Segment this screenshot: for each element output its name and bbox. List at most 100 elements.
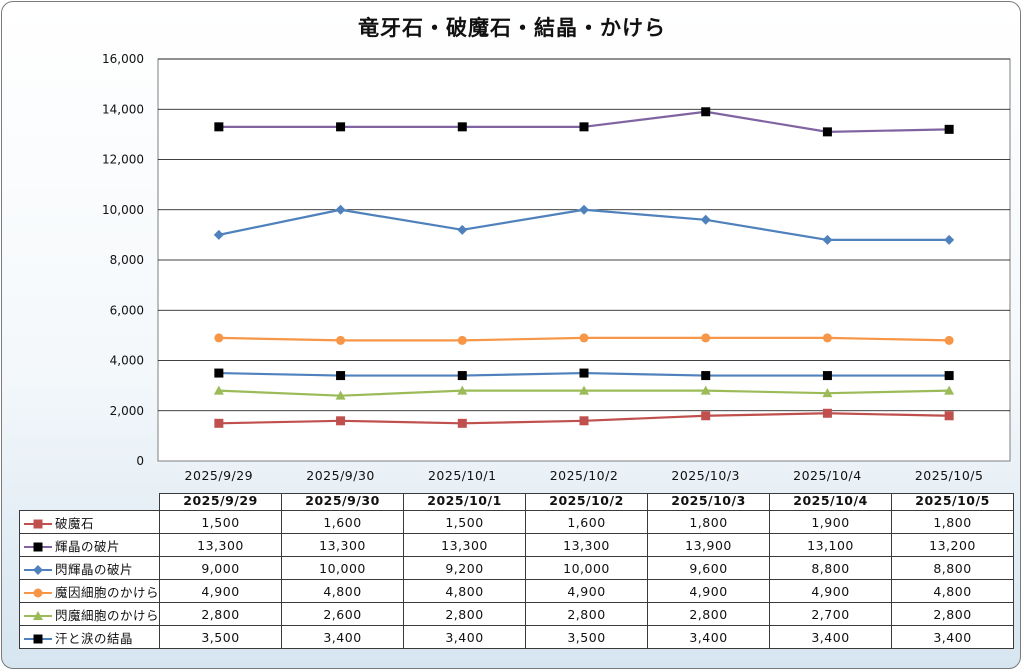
legend-key-marker bbox=[33, 565, 43, 575]
series-2-point bbox=[944, 124, 954, 134]
y-tick-label: 16,000 bbox=[102, 52, 144, 66]
legend-key-icon bbox=[24, 611, 52, 621]
series-4-point bbox=[336, 335, 346, 345]
series-3-point bbox=[944, 234, 955, 245]
y-tick-label: 0 bbox=[136, 454, 144, 468]
legend-entry: 輝晶の破片 bbox=[18, 533, 161, 557]
table-cell: 4,900 bbox=[525, 579, 649, 603]
series-4-point bbox=[944, 335, 954, 345]
table-corner bbox=[20, 494, 160, 511]
series-5-point bbox=[944, 385, 955, 395]
series-4-point bbox=[457, 335, 467, 345]
x-tick-label: 2025/9/30 bbox=[306, 468, 375, 483]
legend-key-icon bbox=[24, 565, 52, 575]
series-6-point bbox=[822, 371, 832, 381]
legend-entry: 汗と涙の結晶 bbox=[18, 625, 161, 649]
series-5-point bbox=[822, 388, 833, 398]
series-1-point bbox=[214, 418, 224, 428]
table-cell: 2,800 bbox=[403, 602, 527, 626]
table-cell: 13,900 bbox=[647, 533, 771, 557]
legend-entry: 閃魔細胞のかけら bbox=[18, 602, 161, 626]
table-cell: 4,800 bbox=[403, 579, 527, 603]
series-4-point bbox=[579, 333, 589, 343]
series-5-point bbox=[213, 385, 224, 395]
table-cell: 3,400 bbox=[403, 625, 527, 649]
table-cell: 2,800 bbox=[647, 602, 771, 626]
series-1-point bbox=[457, 418, 467, 428]
x-tick-label: 2025/10/1 bbox=[428, 468, 497, 483]
x-tick-label: 2025/10/3 bbox=[671, 468, 740, 483]
legend-entry: 閃輝晶の破片 bbox=[18, 556, 161, 580]
legend-key-marker bbox=[33, 519, 43, 529]
table-row: 魔因細胞のかけら 4,900 4,800 4,800 4,900 4,900 4,900 4,… bbox=[18, 579, 1015, 603]
table-cell: 10,000 bbox=[281, 556, 405, 580]
series-4-point bbox=[214, 333, 224, 343]
y-tick-label: 4,000 bbox=[110, 354, 144, 368]
table-header-row: 2025/9/29 2025/9/30 2025/10/1 2025/10/2 2025… bbox=[20, 493, 1015, 511]
legend-label: 魔因細胞のかけら bbox=[55, 584, 160, 600]
table-cell: 1,500 bbox=[403, 510, 527, 534]
series-6-point bbox=[336, 371, 346, 381]
table-row: 閃輝晶の破片 9,000 10,000 9,200 10,000 9,600 8,800 8,… bbox=[18, 556, 1015, 580]
series-6-point bbox=[701, 371, 711, 381]
series-5-point bbox=[457, 385, 468, 395]
x-tick-label: 2025/10/4 bbox=[793, 468, 862, 483]
table-cell: 2,700 bbox=[769, 602, 893, 626]
series-4-point bbox=[822, 333, 832, 343]
table-cell: 13,300 bbox=[525, 533, 649, 557]
table-cell: 4,900 bbox=[647, 579, 771, 603]
table-cell: 3,400 bbox=[281, 625, 405, 649]
legend-entry: 破魔石 bbox=[18, 510, 161, 534]
legend-key-marker bbox=[33, 588, 43, 598]
y-tick-label: 2,000 bbox=[110, 404, 144, 418]
table-cell: 8,800 bbox=[891, 556, 1015, 580]
table-cell: 1,600 bbox=[281, 510, 405, 534]
table-cell: 13,300 bbox=[281, 533, 405, 557]
legend-key-marker bbox=[33, 542, 43, 552]
legend-key-marker bbox=[33, 611, 43, 620]
table-cell: 9,200 bbox=[403, 556, 527, 580]
y-tick-label: 14,000 bbox=[102, 102, 144, 116]
table-cell: 1,900 bbox=[769, 510, 893, 534]
table-cell: 3,400 bbox=[769, 625, 893, 649]
series-4-point bbox=[701, 333, 711, 343]
table-row: 破魔石 1,500 1,600 1,500 1,600 1,800 1,900 1,800 bbox=[18, 510, 1015, 534]
table-cell: 1,500 bbox=[159, 510, 283, 534]
legend-label: 閃魔細胞のかけら bbox=[55, 607, 160, 623]
table-cell: 4,800 bbox=[891, 579, 1015, 603]
series-6-point bbox=[579, 368, 589, 378]
table-cell: 9,600 bbox=[647, 556, 771, 580]
table-row: 汗と涙の結晶 3,500 3,400 3,400 3,500 3,400 3,400 3,40… bbox=[18, 625, 1015, 649]
series-3-point bbox=[822, 234, 833, 245]
series-3-point bbox=[700, 214, 711, 225]
series-3-point bbox=[335, 204, 346, 215]
series-3-point bbox=[579, 204, 589, 215]
series-1-point bbox=[944, 411, 954, 421]
table-cell: 3,500 bbox=[525, 625, 649, 649]
series-1-point bbox=[701, 411, 711, 421]
data-table: 2025/9/29 2025/9/30 2025/10/1 2025/10/2 2025… bbox=[18, 493, 1015, 649]
series-2-point bbox=[701, 107, 711, 117]
legend-key-icon bbox=[24, 519, 52, 529]
series-3-point bbox=[457, 224, 468, 235]
series-5-point bbox=[700, 385, 711, 395]
series-1-point bbox=[336, 416, 346, 426]
series-1-point bbox=[579, 416, 589, 426]
y-tick-label: 12,000 bbox=[102, 153, 144, 167]
table-cell: 13,300 bbox=[159, 533, 283, 557]
table-cell: 2,800 bbox=[159, 602, 283, 626]
table-column-header: 2025/10/4 bbox=[769, 493, 893, 511]
table-column-header: 2025/10/2 bbox=[525, 493, 649, 511]
series-2-point bbox=[457, 122, 467, 132]
legend-label: 閃輝晶の破片 bbox=[55, 561, 134, 577]
series-5-point bbox=[335, 390, 346, 400]
table-cell: 4,900 bbox=[159, 579, 283, 603]
y-tick-label: 6,000 bbox=[110, 303, 144, 317]
legend-key-icon bbox=[24, 588, 52, 598]
x-tick-label: 2025/9/29 bbox=[185, 468, 254, 483]
table-cell: 2,800 bbox=[525, 602, 649, 626]
legend-label: 破魔石 bbox=[55, 515, 95, 531]
legend-key-icon bbox=[24, 542, 52, 552]
table-cell: 8,800 bbox=[769, 556, 893, 580]
